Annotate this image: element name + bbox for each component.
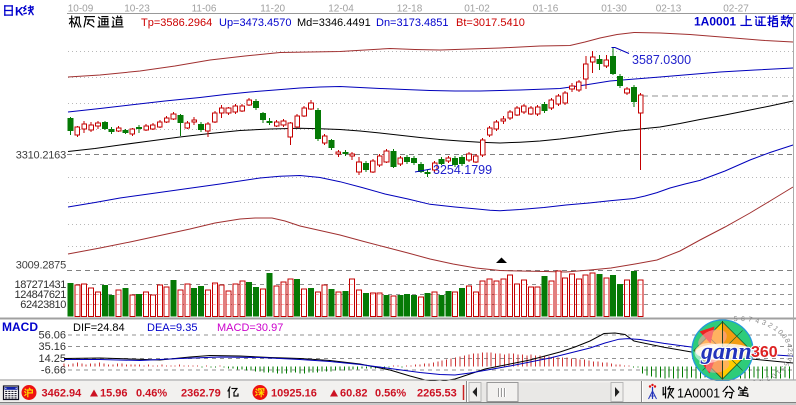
svg-text:5: 5	[733, 316, 738, 323]
svg-text:3: 3	[760, 319, 767, 327]
svg-text:56.06: 56.06	[38, 330, 66, 342]
svg-text:MACD=30.97: MACD=30.97	[217, 322, 283, 334]
svg-text:62423810: 62423810	[20, 299, 66, 311]
svg-text:12-18: 12-18	[397, 4, 423, 15]
svg-text:0: 0	[776, 329, 784, 336]
svg-text:gann: gann	[700, 339, 752, 365]
svg-text:0.56%: 0.56%	[375, 388, 406, 400]
svg-text:10-23: 10-23	[124, 4, 150, 15]
svg-text:Tp=3586.2964: Tp=3586.2964	[141, 17, 212, 29]
svg-text:-6.66: -6.66	[41, 365, 66, 377]
svg-text:2: 2	[764, 374, 771, 382]
svg-text:3310.2163: 3310.2163	[16, 150, 66, 162]
svg-text:1A0001: 1A0001	[677, 387, 720, 401]
svg-text:2265.53: 2265.53	[417, 388, 457, 400]
svg-text:15.96: 15.96	[100, 388, 128, 400]
svg-text:1A0001: 1A0001	[694, 15, 736, 29]
svg-text:gann: gann	[700, 339, 752, 365]
svg-text:MACD: MACD	[2, 320, 38, 334]
svg-text:01-02: 01-02	[464, 4, 490, 15]
svg-text:1: 1	[774, 368, 782, 376]
svg-text:Dn=3173.4851: Dn=3173.4851	[376, 17, 448, 29]
svg-text:Bt=3017.5410: Bt=3017.5410	[456, 17, 525, 29]
svg-text:01-30: 01-30	[601, 4, 627, 15]
svg-text:8: 8	[783, 338, 791, 344]
svg-text:K: K	[15, 5, 24, 19]
svg-text:3587.0300: 3587.0300	[632, 53, 691, 67]
svg-text:Up=3473.4570: Up=3473.4570	[219, 17, 291, 29]
svg-text:0: 0	[769, 371, 777, 379]
svg-text:12-04: 12-04	[328, 4, 354, 15]
svg-text:Md=3346.4491: Md=3346.4491	[297, 17, 371, 29]
svg-text:3: 3	[778, 364, 786, 371]
svg-text:35.16: 35.16	[38, 341, 66, 353]
svg-text:DIF=24.84: DIF=24.84	[73, 322, 125, 334]
svg-text:9: 9	[786, 352, 793, 357]
svg-text:2: 2	[786, 348, 793, 352]
svg-text:11-06: 11-06	[192, 4, 217, 15]
svg-text:3009.2875: 3009.2875	[16, 260, 66, 272]
svg-text:10925.16: 10925.16	[271, 388, 317, 400]
svg-text:6: 6	[780, 333, 788, 340]
svg-text:360: 360	[751, 344, 778, 361]
svg-text:60.82: 60.82	[340, 388, 368, 400]
svg-text:02-27: 02-27	[723, 4, 749, 15]
svg-text:2362.79: 2362.79	[181, 388, 221, 400]
svg-text:6: 6	[741, 316, 745, 323]
svg-text:DEA=9.35: DEA=9.35	[147, 322, 197, 334]
svg-text:187271431: 187271431	[15, 279, 67, 291]
svg-text:2: 2	[766, 322, 773, 330]
svg-text:3254.1799: 3254.1799	[433, 163, 492, 177]
svg-text:124847621: 124847621	[15, 289, 67, 301]
svg-text:0.46%: 0.46%	[136, 388, 167, 400]
svg-text:5: 5	[782, 361, 790, 367]
svg-text:1: 1	[771, 325, 779, 333]
svg-text:7: 7	[747, 316, 752, 324]
svg-text:360: 360	[751, 344, 778, 361]
svg-text:4: 4	[754, 318, 760, 326]
svg-text:11-20: 11-20	[260, 4, 285, 15]
svg-text:02-13: 02-13	[656, 4, 682, 15]
svg-text:7: 7	[784, 357, 792, 363]
svg-text:14.25: 14.25	[38, 353, 66, 365]
svg-text:01-16: 01-16	[533, 4, 559, 15]
svg-text:4: 4	[785, 343, 793, 348]
svg-text:3462.94: 3462.94	[42, 388, 83, 400]
svg-text:10-09: 10-09	[68, 4, 94, 15]
